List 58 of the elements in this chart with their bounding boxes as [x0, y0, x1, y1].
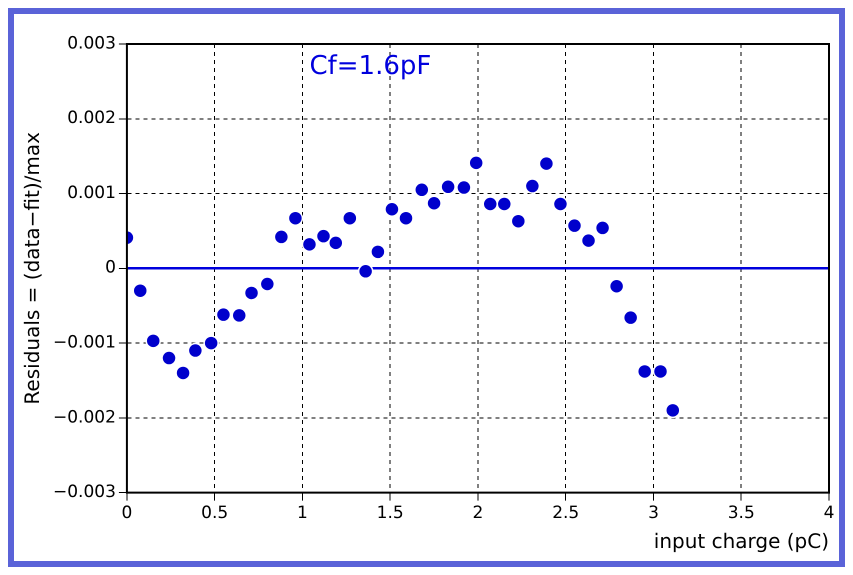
point — [552, 196, 568, 212]
point — [652, 364, 668, 380]
point — [622, 310, 638, 326]
point — [580, 232, 596, 248]
point — [260, 276, 276, 292]
annotation: Cf=1.6pF — [309, 50, 432, 81]
y-tick-label: 0.003 — [67, 33, 116, 54]
y-tick-label: −0.003 — [52, 482, 116, 502]
point — [468, 155, 484, 171]
y-axis-title: Residuals = (data−fit)/max — [20, 132, 44, 405]
y-tick-label: 0.001 — [67, 182, 116, 203]
point — [608, 278, 624, 294]
point — [216, 306, 232, 322]
x-tick-label: 4 — [824, 503, 834, 524]
point — [288, 210, 304, 226]
point — [496, 196, 512, 212]
point — [175, 365, 191, 381]
point — [316, 228, 332, 244]
point — [188, 342, 204, 358]
x-tick-label: 1.5 — [376, 503, 404, 524]
point — [274, 229, 290, 245]
point — [456, 180, 472, 196]
point — [328, 235, 344, 251]
y-tick-label: −0.002 — [52, 407, 116, 428]
point — [524, 178, 540, 194]
point — [384, 201, 400, 217]
x-axis-title: input charge (pC) — [654, 529, 829, 554]
x-tick-label: 2 — [472, 503, 484, 524]
point — [426, 196, 442, 212]
point — [482, 196, 498, 212]
point — [132, 282, 148, 298]
y-tick-label: 0.002 — [67, 108, 116, 128]
y-tick-label: −0.001 — [52, 332, 116, 352]
point — [538, 156, 554, 172]
x-tick-label: 3.5 — [728, 503, 755, 524]
point — [440, 179, 456, 195]
point — [414, 182, 430, 198]
point — [244, 285, 260, 301]
point — [302, 236, 318, 252]
x-tick-label: 0.5 — [201, 503, 228, 524]
x-tick-label: 3 — [648, 503, 659, 524]
point — [370, 244, 386, 260]
point — [566, 218, 582, 234]
point — [636, 364, 652, 380]
point — [342, 210, 358, 226]
point — [594, 220, 610, 236]
x-tick-label: 2.5 — [552, 503, 580, 524]
y-tick-label: 0 — [105, 258, 116, 278]
point — [161, 350, 177, 366]
point — [510, 213, 526, 229]
point — [145, 333, 161, 349]
point — [665, 402, 681, 418]
point — [231, 308, 247, 324]
x-tick-label: 1 — [297, 503, 308, 524]
point — [398, 210, 414, 226]
point — [203, 335, 219, 351]
point — [358, 264, 374, 280]
x-tick-label: 0 — [122, 503, 132, 524]
